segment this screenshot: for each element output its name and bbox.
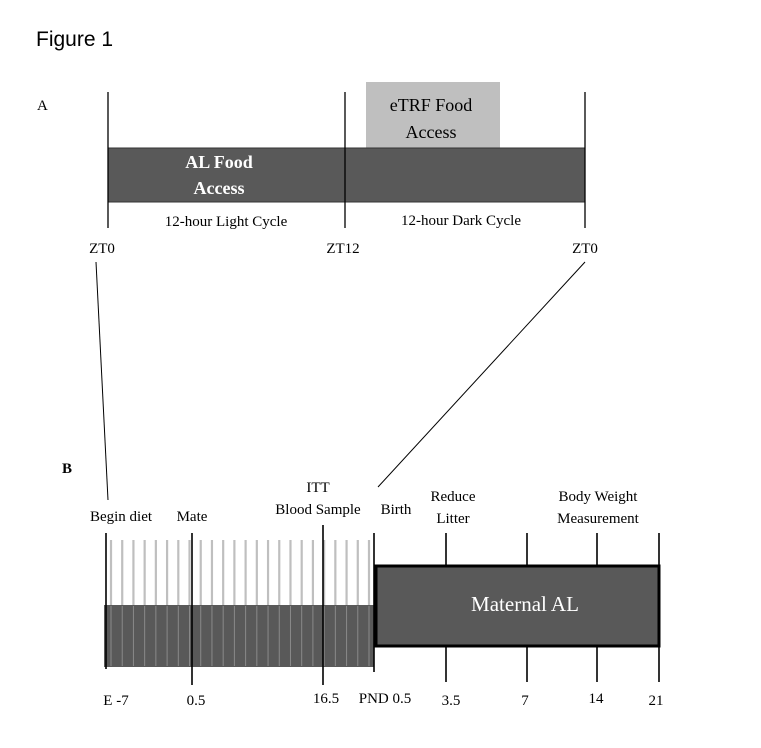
maternal-al-label: Maternal AL — [471, 592, 579, 616]
itt-label-line1: ITT — [306, 480, 329, 496]
connector-line-left — [95, 261, 109, 501]
tick-label-7: 7 — [521, 693, 529, 709]
itt-label-line2: Blood Sample — [275, 502, 361, 518]
panel-b-label: B — [62, 461, 72, 477]
birth-label: Birth — [381, 502, 412, 518]
reduce-litter-line2: Litter — [436, 511, 469, 527]
tick-label-3-5: 3.5 — [442, 693, 461, 709]
reduce-litter-line1: Reduce — [431, 489, 476, 505]
dark-cycle-label: 12-hour Dark Cycle — [401, 213, 521, 229]
maternal-al-box — [374, 564, 661, 648]
body-weight-line2: Measurement — [557, 511, 639, 527]
al-food-access-bar — [107, 147, 586, 203]
zt0-left-label: ZT0 — [89, 241, 115, 257]
light-cycle-label: 12-hour Light Cycle — [165, 214, 288, 230]
tick-label-16-5: 16.5 — [313, 691, 339, 707]
etrf-food-access-box — [366, 82, 500, 148]
etrf-label-line1: eTRF Food — [390, 95, 473, 115]
zt0-right-label: ZT0 — [572, 241, 598, 257]
al-food-label-line2: Access — [194, 178, 245, 198]
tick-label-14: 14 — [589, 691, 605, 707]
tick-label-pnd-0-5: PND 0.5 — [359, 691, 412, 707]
begin-diet-label: Begin diet — [90, 509, 153, 525]
zt12-label: ZT12 — [326, 241, 359, 257]
tick-label-e-7: E -7 — [103, 693, 129, 709]
figure-title: Figure 1 — [36, 28, 114, 51]
daily-feeding-stripes — [109, 540, 371, 666]
mate-label: Mate — [177, 509, 208, 525]
tick-label-21: 21 — [649, 693, 664, 709]
connector-line-right — [377, 261, 586, 488]
etrf-label-line2: Access — [406, 122, 457, 142]
tick-label-0-5: 0.5 — [187, 693, 206, 709]
panel-a-label: A — [37, 98, 48, 114]
gestation-feeding-block — [104, 605, 374, 667]
al-food-label-line1: AL Food — [185, 152, 253, 172]
body-weight-line1: Body Weight — [559, 489, 639, 505]
